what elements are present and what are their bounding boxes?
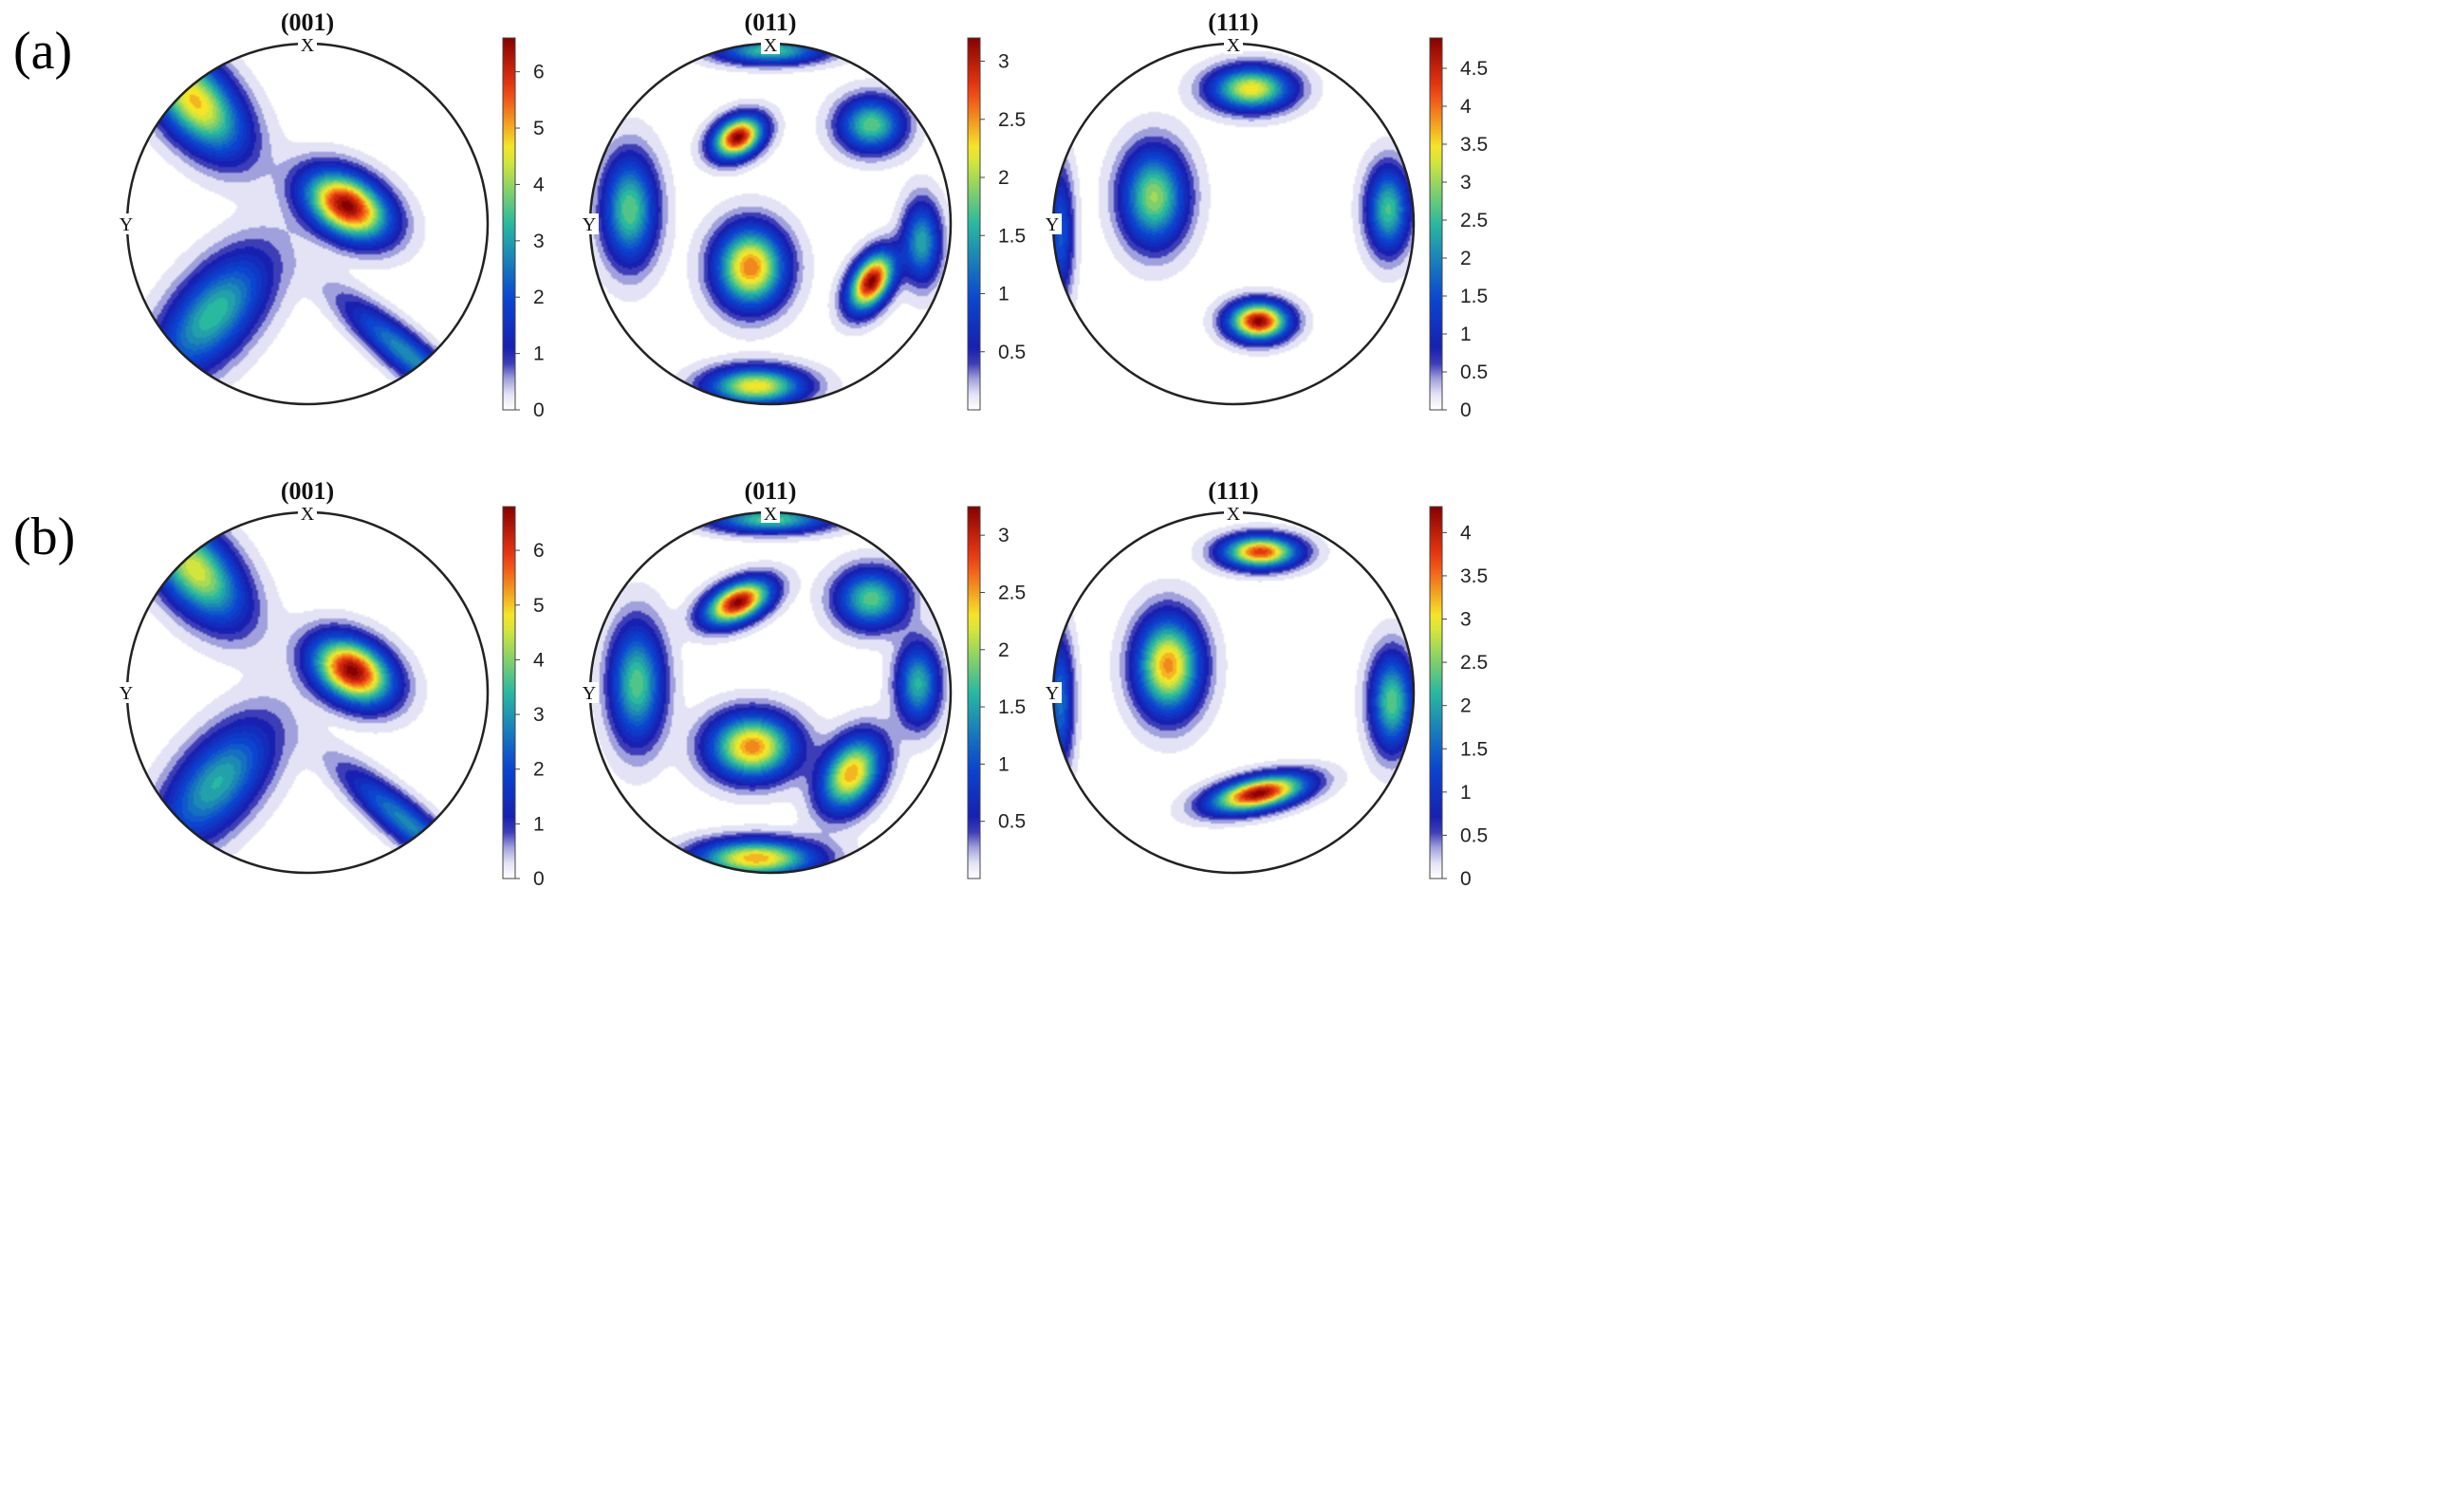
colorbar-scale	[502, 506, 516, 879]
row-label: (a)	[13, 22, 72, 81]
pole-figure-heatmap	[127, 44, 488, 404]
colorbar-tick-label: 2	[1460, 248, 1472, 269]
colorbar-tick-label: 1.5	[1460, 738, 1488, 760]
colorbar-tick-label: 3	[998, 525, 1010, 546]
y-axis-label: Y	[120, 214, 133, 235]
colorbar-tick-label: 2.5	[998, 109, 1026, 131]
panel-title: (111)	[1208, 9, 1258, 36]
colorbar-tick-label: 3	[533, 704, 545, 726]
pole-figure-panel: (001)X Y 0 1 2 3 4 5 6	[117, 477, 545, 890]
colorbar-tick-label: 3	[1460, 609, 1472, 631]
colorbar-tick-label: 3	[533, 231, 545, 252]
colorbar-tick-label: 1	[1460, 324, 1472, 345]
colorbar-tick-label: 4	[1460, 522, 1472, 544]
colorbar-scale	[502, 37, 516, 411]
colorbar-tick-label: 2	[1460, 695, 1472, 717]
x-axis-label: X	[301, 35, 315, 56]
pole-figure-panel: (001)X Y 0 1 2 3 4 5 6	[117, 9, 545, 421]
colorbar-tick-label: 4	[1460, 96, 1472, 118]
colorbar-tick-label: 1	[998, 753, 1010, 775]
colorbar-scale	[967, 37, 981, 411]
colorbar-tick-label: 1.5	[998, 696, 1026, 718]
colorbar-tick-label: 2.5	[998, 582, 1026, 603]
colorbar-tick-label: 4	[533, 649, 545, 671]
colorbar-tick-label: 0.5	[998, 342, 1026, 363]
x-axis-label: X	[301, 504, 315, 525]
colorbar-tick-label: 3.5	[1460, 134, 1488, 156]
panel-title: (001)	[281, 9, 334, 36]
colorbar-tick-label: 6	[533, 540, 545, 562]
pole-figure-heatmap	[590, 512, 951, 873]
colorbar-tick-label: 1	[533, 813, 545, 835]
y-axis-label: Y	[1046, 683, 1059, 704]
colorbar-tick-label: 3	[998, 51, 1010, 73]
colorbar-tick-label: 1	[533, 343, 545, 365]
colorbar-tick-label: 0	[1460, 868, 1472, 890]
y-axis-label: Y	[583, 214, 596, 235]
y-axis-label: Y	[583, 683, 596, 704]
colorbar-tick-label: 0.5	[998, 811, 1026, 833]
x-axis-label: X	[1227, 35, 1241, 56]
colorbar-tick-label: 0	[1460, 399, 1472, 421]
pole-figure-panel: (111)X Y 0 0.5 1 1.5 2 2.5 3 3.5 4	[1043, 477, 1488, 890]
colorbar-scale	[1429, 37, 1443, 411]
panel-title: (111)	[1208, 477, 1258, 505]
colorbar-scale	[1429, 506, 1443, 879]
colorbar-tick-label: 1.5	[1460, 286, 1488, 307]
pole-figure-panel: (111)X Y 0 0.5 1 1.5 2 2.5 3 3.5 4 4.5	[1043, 9, 1488, 421]
pole-figure-heatmap	[1053, 512, 1414, 873]
colorbar-tick-label: 1	[1460, 782, 1472, 804]
colorbar: 0 0.5 1 1.5 2 2.5 3 3.5 4 4.5	[1429, 37, 1488, 421]
colorbar-tick-label: 6	[533, 62, 545, 83]
colorbar-tick-label: 4.5	[1460, 58, 1488, 80]
colorbar-tick-label: 5	[533, 595, 545, 617]
colorbar-tick-label: 0	[533, 399, 545, 421]
colorbar: 0 1 2 3 4 5 6	[502, 37, 545, 421]
pole-figure-heatmap	[590, 44, 951, 404]
x-axis-label: X	[764, 35, 778, 56]
colorbar: 0.5 1 1.5 2 2.5 3	[967, 37, 1026, 411]
colorbar-tick-label: 3	[1460, 172, 1472, 194]
y-axis-label: Y	[120, 683, 133, 704]
colorbar-tick-label: 2	[533, 759, 545, 781]
colorbar-tick-label: 2	[998, 639, 1010, 661]
panel-title: (011)	[745, 477, 797, 505]
panel-title: (001)	[281, 477, 334, 505]
colorbar-tick-label: 3.5	[1460, 565, 1488, 587]
colorbar-tick-label: 2.5	[1460, 210, 1488, 231]
colorbar-tick-label: 0.5	[1460, 824, 1488, 846]
colorbar-tick-label: 1.5	[998, 225, 1026, 247]
colorbar-tick-label: 1	[998, 284, 1010, 305]
colorbar-tick-label: 2	[998, 167, 1010, 189]
colorbar-tick-label: 2	[533, 287, 545, 308]
x-axis-label: X	[764, 504, 778, 525]
x-axis-label: X	[1227, 504, 1241, 525]
pole-figure-panel: (011)X Y 0.5 1 1.5 2 2.5 3	[580, 477, 1026, 879]
colorbar-tick-label: 0.5	[1460, 361, 1488, 383]
colorbar: 0 1 2 3 4 5 6	[502, 506, 545, 890]
colorbar-tick-label: 5	[533, 118, 545, 139]
colorbar-scale	[967, 506, 981, 879]
row-label: (b)	[13, 508, 75, 566]
colorbar: 0 0.5 1 1.5 2 2.5 3 3.5 4	[1429, 506, 1488, 890]
pole-figure-panel: (011)X Y 0.5 1 1.5 2 2.5 3	[580, 9, 1026, 411]
pole-figure-heatmap	[127, 512, 488, 873]
colorbar: 0.5 1 1.5 2 2.5 3	[967, 506, 1026, 879]
pole-figure-heatmap	[1053, 44, 1414, 404]
panel-title: (011)	[745, 9, 797, 36]
colorbar-tick-label: 4	[533, 174, 545, 195]
colorbar-tick-label: 0	[533, 868, 545, 890]
y-axis-label: Y	[1046, 214, 1059, 235]
colorbar-tick-label: 2.5	[1460, 652, 1488, 674]
